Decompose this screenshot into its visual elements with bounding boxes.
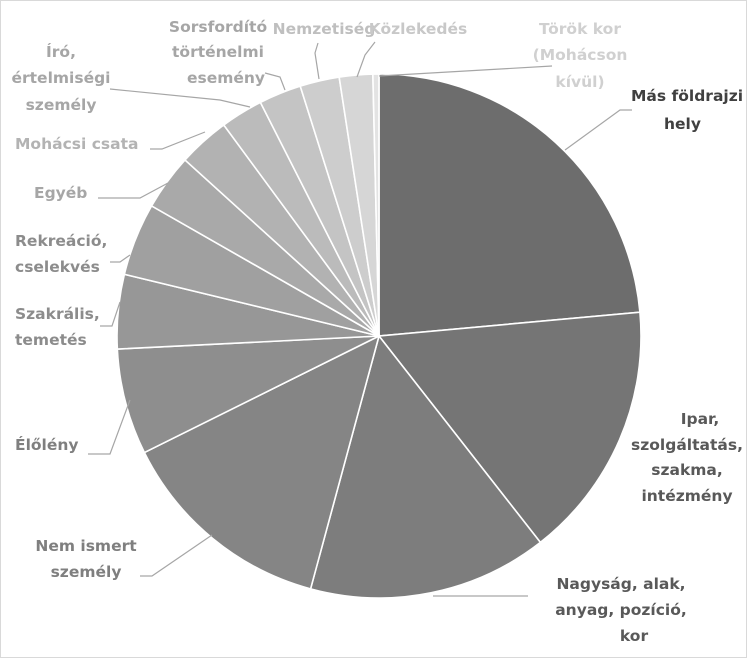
leader-line bbox=[140, 534, 213, 577]
pie-slice bbox=[378, 73, 641, 337]
slice-label: Nagyság, alak, anyag, pozíció, kor bbox=[555, 575, 687, 645]
pie-slice bbox=[143, 334, 381, 590]
pie-slice bbox=[372, 73, 380, 337]
slice-label: Rekreáció, cselekvés bbox=[15, 232, 107, 276]
leader-line bbox=[264, 72, 286, 91]
slice-label: Nem ismert személy bbox=[35, 537, 137, 581]
leader-line bbox=[88, 399, 131, 455]
slice-label: Sorsfordító történelmi esemény bbox=[169, 18, 267, 87]
slice-label: Török kor (Mohácson kívül) bbox=[533, 20, 628, 91]
leader-line bbox=[356, 41, 376, 78]
leader-line bbox=[100, 301, 121, 327]
pie-slice bbox=[309, 334, 542, 599]
slice-label: Szakrális, temetés bbox=[15, 305, 100, 349]
leader-line bbox=[110, 254, 131, 263]
leader-line bbox=[109, 88, 251, 108]
slice-label: Író, értelmiségi személy bbox=[11, 42, 110, 114]
slice-label: Egyéb bbox=[34, 184, 87, 202]
slice-label: Közlekedés bbox=[369, 20, 467, 38]
leader-line bbox=[150, 131, 206, 150]
leader-line bbox=[98, 182, 169, 199]
slice-label: Nemzetiség bbox=[273, 20, 376, 38]
leader-line bbox=[378, 65, 553, 77]
slice-label: Más földrajzi hely bbox=[631, 87, 743, 133]
slice-label: Ipar, szolgáltatás, szakma, intézmény bbox=[631, 410, 743, 505]
slice-label: Mohácsi csata bbox=[15, 135, 138, 153]
leader-line bbox=[314, 42, 320, 80]
pie-slice bbox=[377, 311, 642, 544]
leader-line bbox=[564, 109, 632, 151]
slice-label: Élőlény bbox=[15, 435, 79, 454]
